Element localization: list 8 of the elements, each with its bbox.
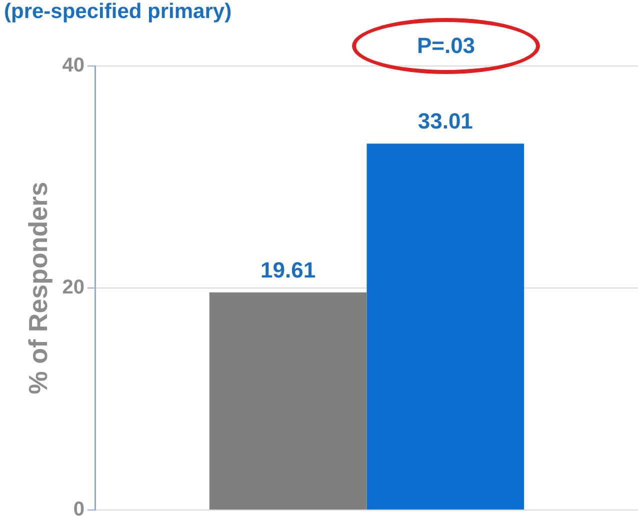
y-axis-title: % of Responders bbox=[22, 182, 53, 394]
chart-title: (pre-specified primary) bbox=[4, 0, 232, 24]
y-tick-label: 0 bbox=[73, 498, 84, 521]
text: P=.03 bbox=[416, 33, 476, 59]
y-tick-label: 40 bbox=[62, 54, 84, 77]
y-tick-label: 20 bbox=[62, 276, 84, 299]
data-label: 33.01 bbox=[418, 108, 473, 134]
data-label: 19.61 bbox=[260, 257, 316, 282]
